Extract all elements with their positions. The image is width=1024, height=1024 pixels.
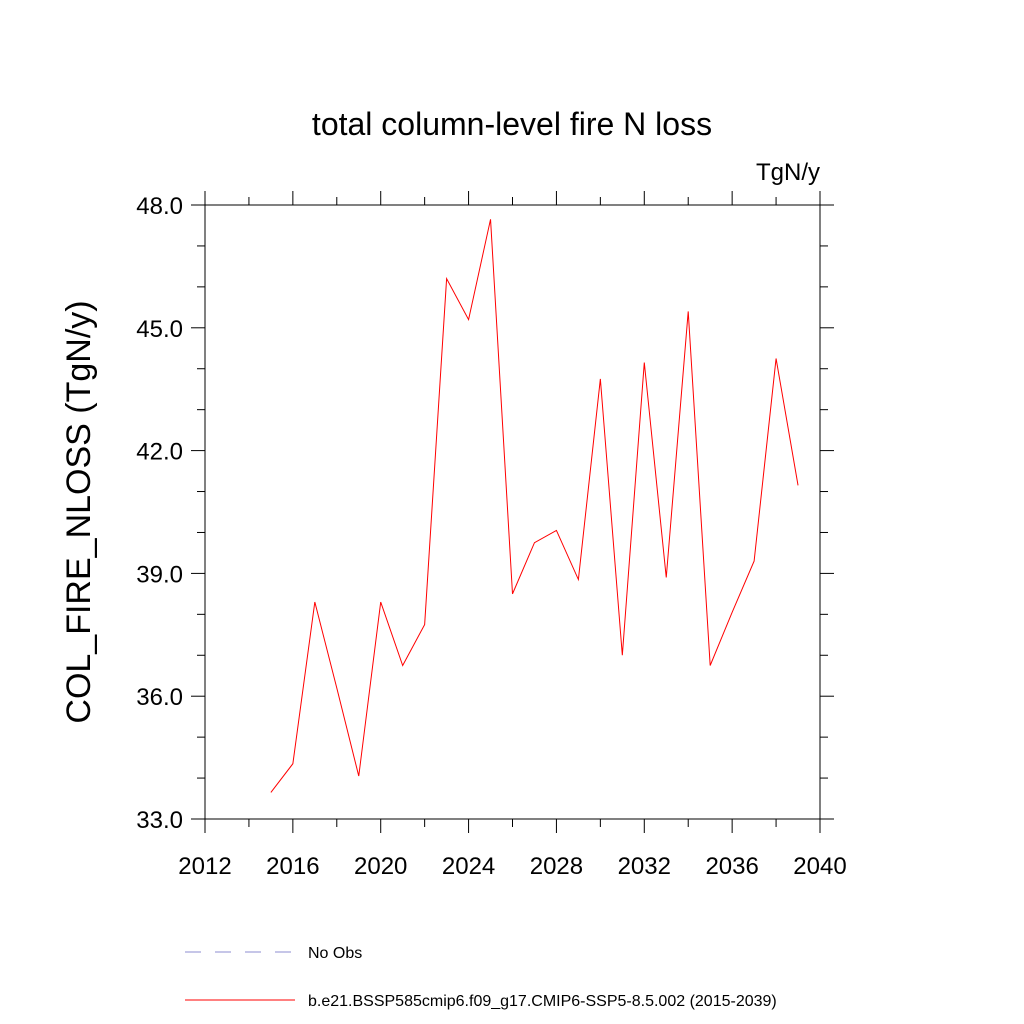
series-layer bbox=[270, 219, 799, 793]
x-axis-ticks: 2012 2016 2020 2024 2028 2032 2036 2040 bbox=[178, 191, 847, 880]
y-tick-label: 36.0 bbox=[136, 684, 183, 711]
plot-frame bbox=[204, 204, 821, 820]
y-tick-label: 45.0 bbox=[136, 316, 183, 343]
x-tick-label: 2024 bbox=[442, 853, 495, 880]
chart-title: total column-level fire N loss bbox=[312, 106, 712, 142]
x-tick-label: 2032 bbox=[618, 853, 671, 880]
y-axis-label: COL_FIRE_NLOSS (TgN/y) bbox=[60, 300, 98, 723]
legend-label: No Obs bbox=[308, 945, 362, 962]
units-label: TgN/y bbox=[756, 159, 820, 186]
x-tick-label: 2016 bbox=[266, 853, 319, 880]
y-tick-label: 42.0 bbox=[136, 439, 183, 466]
x-tick-label: 2020 bbox=[354, 853, 407, 880]
y-tick-label: 48.0 bbox=[136, 193, 183, 220]
series-line bbox=[270, 219, 799, 793]
y-tick-label: 39.0 bbox=[136, 561, 183, 588]
x-tick-label: 2012 bbox=[178, 853, 231, 880]
y-axis-ticks: 33.0 36.0 39.0 42.0 45.0 48.0 bbox=[136, 193, 834, 834]
legend: No Obs b.e21.BSSP585cmip6.f09_g17.CMIP6-S… bbox=[185, 945, 777, 1010]
x-tick-label: 2040 bbox=[793, 853, 846, 880]
y-tick-label: 33.0 bbox=[136, 807, 183, 834]
x-tick-label: 2036 bbox=[705, 853, 758, 880]
x-tick-label: 2028 bbox=[530, 853, 583, 880]
legend-label: b.e21.BSSP585cmip6.f09_g17.CMIP6-SSP5-8.… bbox=[308, 993, 777, 1010]
